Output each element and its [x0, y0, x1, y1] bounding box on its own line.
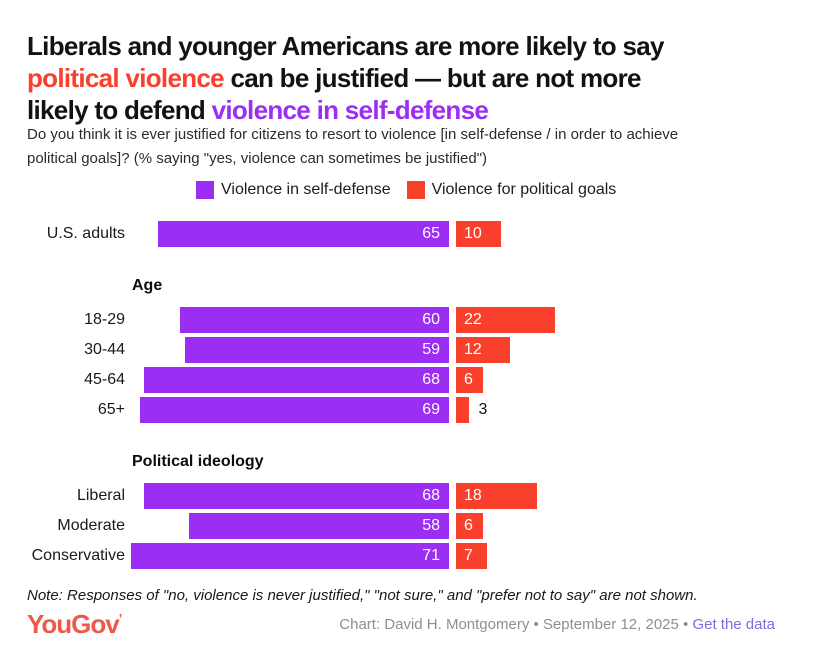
subtitle-line2: political goals]? (% saying "yes, violen… [27, 150, 488, 167]
political-bar: 6 [456, 367, 483, 393]
bar-value-label: 69 [422, 401, 440, 418]
bar-row-label: 30-44 [84, 341, 125, 358]
get-the-data-link[interactable]: Get the data [692, 616, 775, 633]
bar-value-label: 18 [464, 487, 482, 504]
self-defense-bar: 59 [184, 337, 449, 363]
political-bar: 12 [456, 337, 510, 363]
legend-label-self-defense: Violence in self-defense [221, 181, 391, 198]
credit-text: Chart: David H. Montgomery • September 1… [339, 616, 693, 633]
group-header: Political ideology [132, 453, 264, 470]
self-defense-bar: 71 [130, 543, 449, 569]
bar-value-label: 68 [422, 371, 440, 388]
bar-value-label: 59 [422, 341, 440, 358]
bar-value-label: 65 [422, 225, 440, 242]
political-bar: 18 [456, 483, 537, 509]
political-bar: 22 [456, 307, 555, 333]
bar-row-label: Moderate [57, 517, 125, 534]
legend-item-self-defense: Violence in self-defense [196, 181, 391, 199]
bar-row-label: U.S. adults [46, 225, 125, 242]
self-defense-bar: 58 [189, 513, 449, 539]
bar-value-label: 6 [464, 371, 473, 388]
bar-value-label: 12 [464, 341, 482, 358]
chart-credit: Chart: David H. Montgomery • September 1… [339, 616, 775, 633]
logo-trademark-tick-icon: ’ [118, 611, 123, 626]
title-accent-self-defense: violence in self-defense [211, 95, 489, 126]
legend-swatch-self-defense [196, 181, 214, 199]
self-defense-bar: 60 [180, 307, 449, 333]
bar-value-label: 68 [422, 487, 440, 504]
bar-value-label: 71 [422, 547, 440, 564]
legend-item-political: Violence for political goals [406, 181, 617, 199]
self-defense-bar: 68 [144, 483, 449, 509]
legend-label-political: Violence for political goals [431, 181, 617, 198]
political-bar [456, 397, 470, 423]
self-defense-bar: 65 [157, 221, 449, 247]
political-bar: 10 [456, 221, 501, 247]
political-bar: 7 [456, 543, 488, 569]
bar-row-label: 18-29 [84, 311, 125, 328]
title-accent-political-violence: political violence [27, 63, 225, 94]
subtitle-line1: Do you think it is ever justified for ci… [27, 126, 679, 143]
legend-swatch-political [406, 181, 425, 199]
yougov-logo: YouGov’ [27, 609, 123, 640]
legend: Violence in self-defense Violence for po… [196, 181, 616, 199]
title-line2-rest: can be justified — but are not more [223, 63, 641, 94]
bar-row-label: Conservative [31, 547, 125, 564]
bar-row-label: 65+ [97, 401, 125, 418]
yougov-logo-text: YouGov [27, 609, 120, 639]
bar-row-label: Liberal [76, 487, 125, 504]
note-text: Note: Responses of "no, violence is neve… [27, 587, 698, 604]
bar-value-label: 6 [464, 517, 473, 534]
political-bar: 6 [456, 513, 483, 539]
self-defense-bar: 68 [144, 367, 449, 393]
bar-value-label: 7 [464, 547, 473, 564]
bar-value-label: 58 [422, 517, 440, 534]
self-defense-bar: 69 [139, 397, 449, 423]
title-line1: Liberals and younger Americans are more … [27, 31, 664, 62]
bar-value-label: 3 [478, 401, 488, 418]
chart-subtitle: Do you think it is ever justified for ci… [27, 123, 678, 171]
bar-value-label: 10 [464, 225, 482, 242]
page-title: Liberals and younger Americans are more … [27, 30, 664, 126]
group-header: Age [132, 277, 163, 294]
bar-value-label: 22 [464, 311, 482, 328]
title-line3-pre: likely to defend [27, 95, 212, 126]
bar-value-label: 60 [422, 311, 440, 328]
bar-row-label: 45-64 [84, 371, 125, 388]
